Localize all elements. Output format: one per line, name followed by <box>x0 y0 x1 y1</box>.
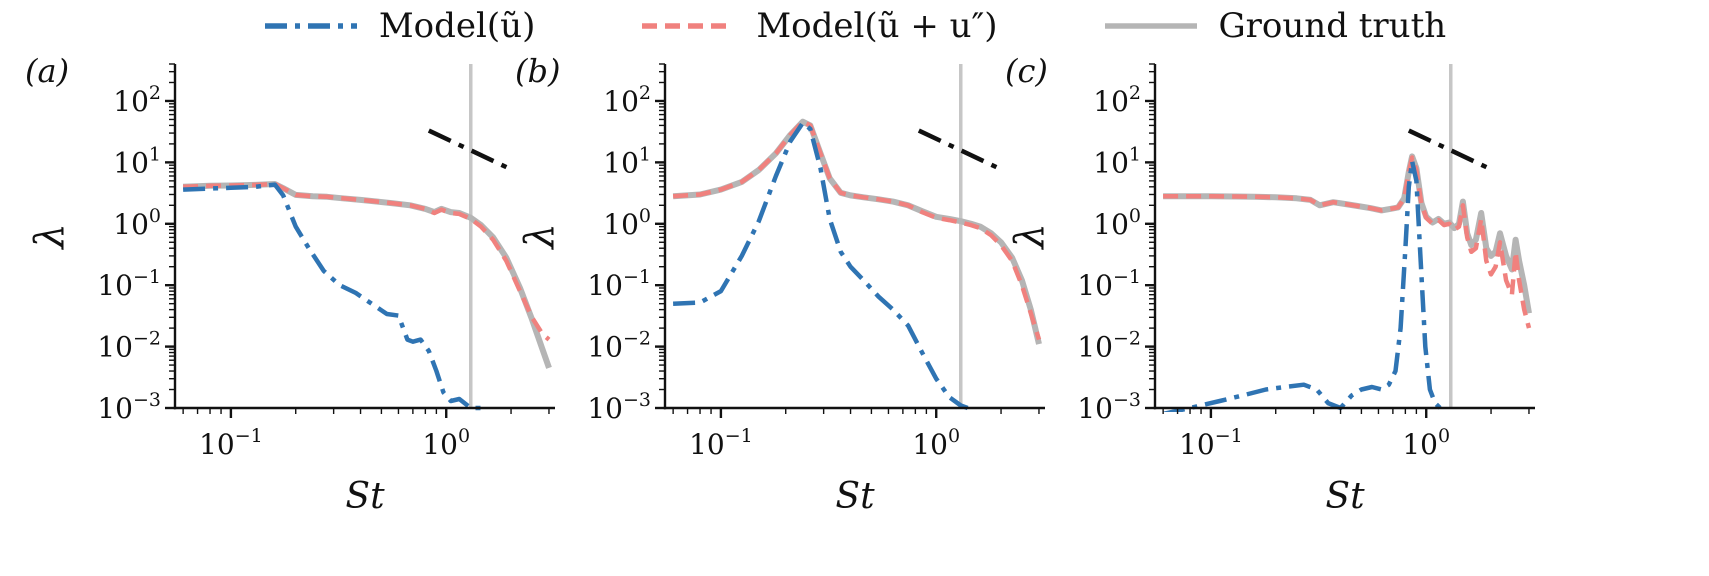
x-tick-label: 100 <box>912 425 960 461</box>
y-tick-label: 10−3 <box>97 389 161 425</box>
y-axis-label: λ <box>27 223 73 250</box>
legend: Model(ũ) Model(ũ + u″) Ground truth <box>0 6 1709 46</box>
panel-a: 10−1 100 102 101 100 10−1 10−2 10−3 St λ (a) <box>25 52 555 517</box>
y-tick-label: 101 <box>113 143 161 179</box>
slope-guide-line <box>917 128 1003 172</box>
y-tick-label: 10−1 <box>97 266 161 302</box>
ground-truth-line-sample <box>1104 23 1197 29</box>
x-tick-label: 10−1 <box>689 425 753 461</box>
panel-label: (a) <box>25 52 69 90</box>
y-tick-label: 10−2 <box>97 328 161 364</box>
panel-b: 10−1 100 102 101 100 10−1 10−2 10−3 St λ (b) <box>515 52 1045 517</box>
legend-label-ground-truth: Ground truth <box>1218 6 1447 46</box>
model-resolved-line <box>1162 158 1442 412</box>
y-tick-label: 101 <box>603 143 651 179</box>
y-axis-label: λ <box>1007 223 1053 250</box>
x-tick-label: 100 <box>422 425 470 461</box>
panel-label: (b) <box>515 52 560 90</box>
slope-guide-line <box>1407 128 1493 172</box>
ground-truth-line <box>672 118 1042 345</box>
y-tick-label: 10−1 <box>1077 266 1141 302</box>
legend-item-model-full: Model(ũ + u″) <box>640 6 998 46</box>
legend-label-model-resolved: Model(ũ) <box>378 6 536 46</box>
x-axis-label: St <box>835 476 875 517</box>
panel-c: 10−1 100 102 101 100 10−1 10−2 10−3 St λ (c) <box>1005 52 1535 517</box>
ground-truth-line <box>1163 153 1532 314</box>
x-tick-label: 100 <box>1402 425 1450 461</box>
y-tick-label: 10−2 <box>587 328 651 364</box>
model-resolved-line-sample <box>264 23 357 29</box>
y-tick-label: 101 <box>1093 143 1141 179</box>
model-full-line <box>1163 155 1532 329</box>
slope-guide-line <box>427 128 513 172</box>
y-tick-label: 100 <box>113 205 161 241</box>
ground-truth-line <box>182 181 552 369</box>
y-tick-label: 10−3 <box>1077 389 1141 425</box>
legend-item-ground-truth: Ground truth <box>1103 6 1447 46</box>
x-tick-label: 10−1 <box>199 425 263 461</box>
y-tick-label: 100 <box>1093 205 1141 241</box>
model-full-line-sample <box>642 23 735 29</box>
x-tick-label: 10−1 <box>1179 425 1243 461</box>
model-resolved-line <box>183 182 481 411</box>
legend-item-model-resolved: Model(ũ) <box>263 6 535 46</box>
x-axis-label: St <box>345 476 385 517</box>
y-tick-label: 102 <box>1093 82 1141 118</box>
y-axis-label: λ <box>517 223 563 250</box>
x-axis-label: St <box>1325 476 1365 517</box>
y-tick-label: 10−3 <box>587 389 651 425</box>
y-tick-label: 10−1 <box>587 266 651 302</box>
model-full-line <box>183 181 551 342</box>
legend-label-model-full: Model(ũ + u″) <box>756 6 998 46</box>
y-tick-label: 10−2 <box>1077 328 1141 364</box>
y-tick-label: 100 <box>603 205 651 241</box>
y-tick-label: 102 <box>113 82 161 118</box>
model-full-line <box>672 119 1042 341</box>
model-resolved-line <box>673 120 969 411</box>
panel-label: (c) <box>1005 52 1048 90</box>
y-tick-label: 102 <box>603 82 651 118</box>
